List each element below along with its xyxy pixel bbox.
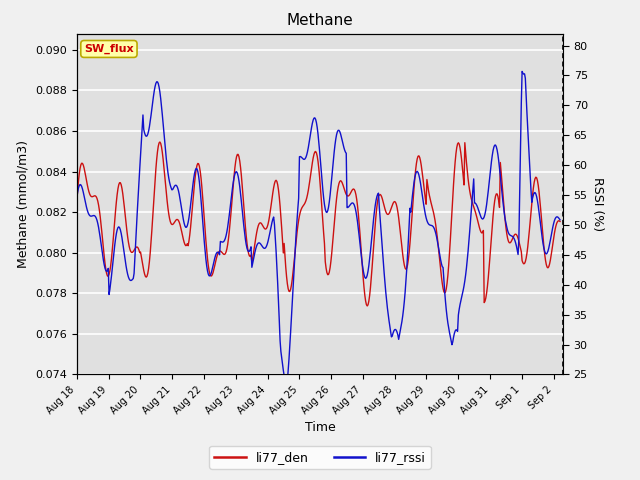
Line: li77_rssi: li77_rssi (77, 72, 560, 384)
li77_den (397, 237, 405, 242)
li77_rssi (396, 328, 404, 334)
li77_den (358, 264, 366, 270)
li77_rssi (73, 195, 81, 201)
li77_rssi (358, 262, 366, 268)
li77_den (364, 303, 371, 309)
li77_rssi (556, 217, 564, 223)
Y-axis label: Methane (mmol/m3): Methane (mmol/m3) (17, 140, 29, 268)
li77_rssi (292, 228, 300, 234)
X-axis label: Time: Time (305, 421, 335, 434)
li77_rssi (283, 382, 291, 387)
li77_den (159, 156, 167, 162)
Line: li77_den: li77_den (77, 142, 560, 306)
li77_den (156, 139, 164, 145)
li77_den (556, 218, 564, 224)
li77_rssi (438, 261, 445, 266)
Text: SW_flux: SW_flux (84, 44, 134, 54)
Title: Methane: Methane (287, 13, 353, 28)
li77_rssi (197, 197, 205, 203)
li77_den (438, 280, 446, 286)
li77_rssi (518, 69, 526, 74)
Y-axis label: RSSI (%): RSSI (%) (591, 177, 604, 231)
Legend: li77_den, li77_rssi: li77_den, li77_rssi (209, 446, 431, 469)
li77_rssi (159, 112, 166, 118)
li77_den (292, 237, 300, 243)
li77_den (73, 199, 81, 204)
li77_den (198, 184, 205, 190)
